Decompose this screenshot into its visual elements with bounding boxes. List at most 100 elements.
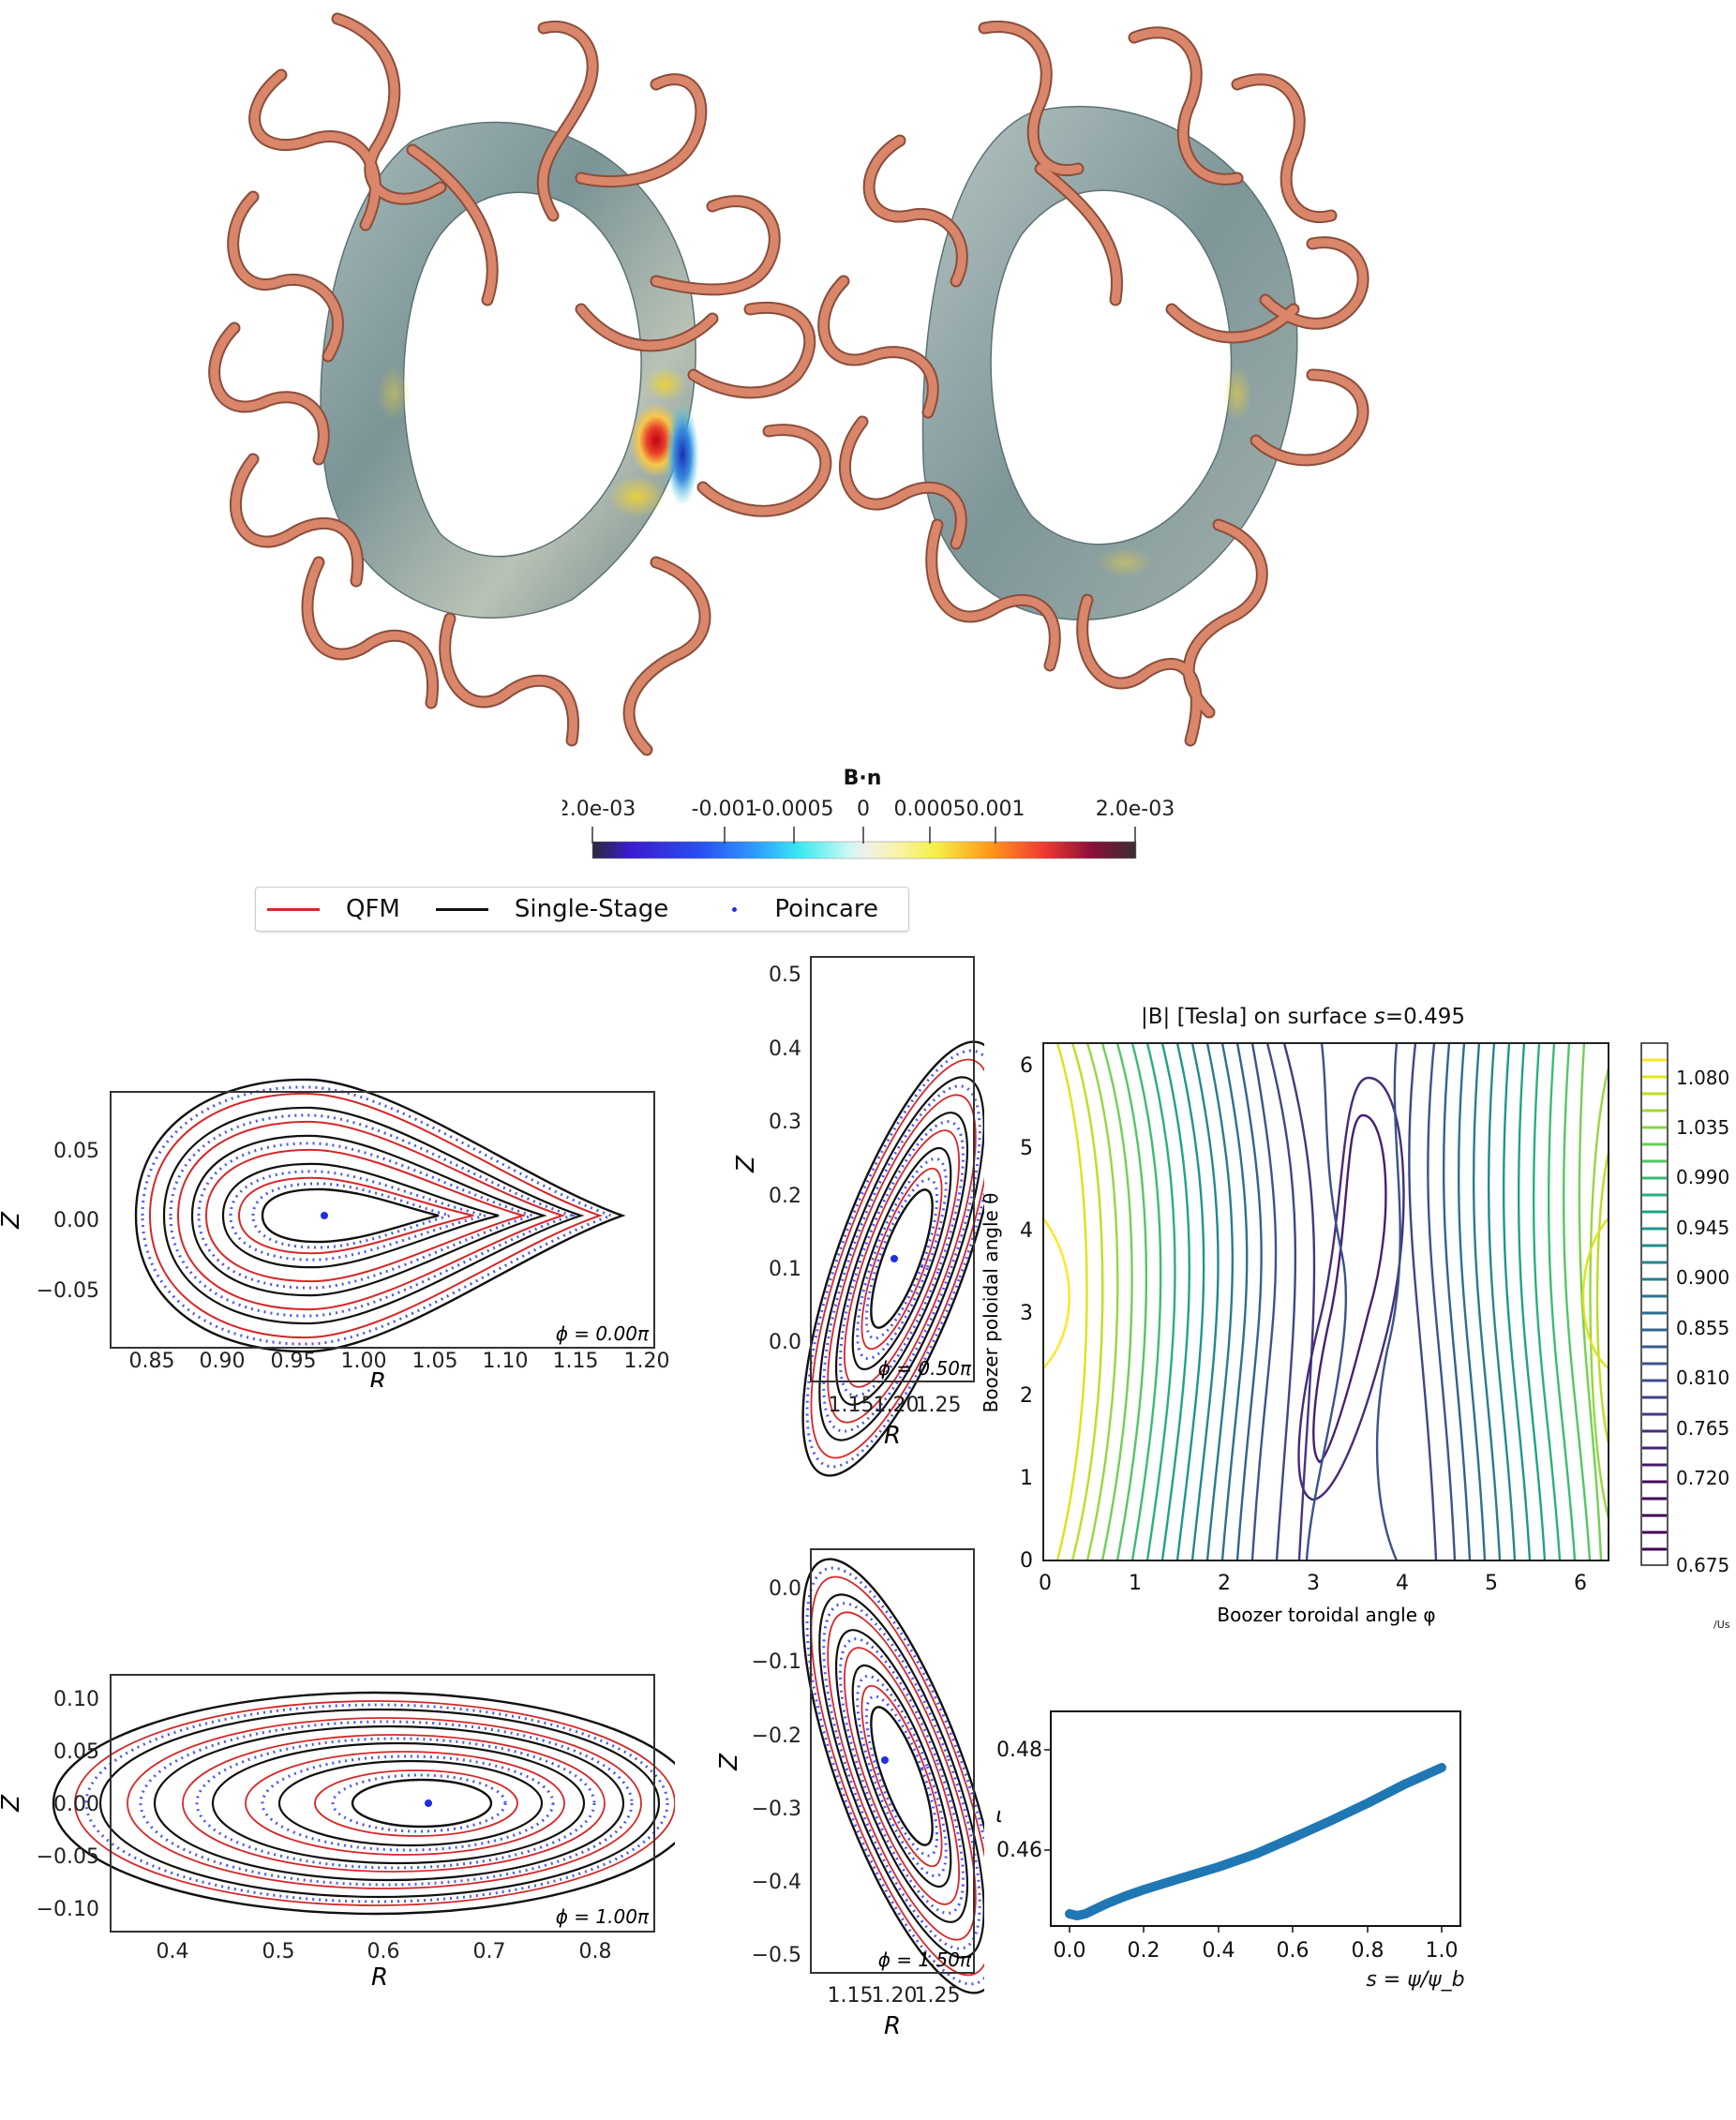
x-axis-label: Boozer toroidal angle φ [1217, 1604, 1435, 1626]
colorbar-tick-label: 0.765 [1676, 1417, 1729, 1440]
contour-lines [1043, 1043, 1609, 1560]
stellarator-3d-render [208, 12, 1369, 756]
x-tick-label: 0.2 [1128, 1939, 1160, 1963]
iota-curve [1065, 1763, 1446, 1920]
colorbar-tick-label: 0.720 [1676, 1467, 1729, 1489]
bn-tick-label: 0 [857, 798, 870, 821]
phi-annotation: ϕ = 0.00π [556, 1322, 650, 1345]
x-tick-label: 2 [1218, 1572, 1231, 1595]
magnetic-axis-point [890, 1255, 898, 1262]
y-tick-label: −0.2 [752, 1724, 801, 1748]
flux-surfaces [134, 1078, 626, 1353]
y-tick-label: 0.05 [53, 1140, 99, 1163]
bn-tick-label: 0.0005 [894, 798, 966, 821]
x-tick-label: 1.00 [341, 1350, 387, 1373]
right-view [817, 21, 1369, 747]
x-tick-label: 1.10 [483, 1350, 529, 1373]
colorbar-tick-label: 0.990 [1676, 1166, 1729, 1188]
y-tick-label: 0.4 [769, 1038, 801, 1061]
colorbar-tick-label: 0.675 [1676, 1554, 1729, 1576]
coils [817, 21, 1369, 747]
bn-tick-label: -2.0e-03 [562, 798, 636, 821]
x-axis-label: R [884, 2012, 901, 2040]
x-tick-label: 1.20 [624, 1350, 670, 1373]
y-tick-label: 0.0 [769, 1577, 801, 1601]
x-tick-label: 1.15 [829, 1394, 875, 1417]
y-tick-label: 0 [1020, 1549, 1033, 1573]
colorbar-tick-label: 0.855 [1676, 1317, 1729, 1339]
poincare-dot-swatch [732, 906, 738, 912]
y-tick-label: −0.5 [752, 1944, 801, 1967]
x-tick-label: 0.6 [1277, 1939, 1309, 1963]
x-tick-label: 0 [1039, 1572, 1052, 1595]
single-stage-line-swatch [435, 907, 488, 911]
axes-frame [810, 956, 975, 1382]
bn-tick-label: 0.001 [966, 798, 1025, 821]
y-axis-label: Boozer poloidal angle θ [980, 1193, 1002, 1413]
y-axis-label: Z [0, 1211, 25, 1230]
coils [208, 12, 832, 756]
bn-colorbar-title: B·n [843, 767, 882, 790]
x-tick-label: 1.0 [1426, 1939, 1459, 1963]
x-axis-label: R [884, 1422, 901, 1450]
y-tick-label: 4 [1020, 1219, 1033, 1243]
y-axis-label: Z [732, 1155, 760, 1173]
x-tick-label: 0.5 [262, 1940, 295, 1963]
x-tick-label: 3 [1307, 1572, 1320, 1595]
y-tick-label: −0.05 [37, 1279, 99, 1303]
phi-annotation: ϕ = 0.50π [878, 1357, 972, 1380]
bn-tick-label: 2.0e-03 [1096, 798, 1175, 821]
x-tick-label: 0.85 [129, 1350, 175, 1373]
y-tick-label: 0.0 [769, 1331, 801, 1354]
y-tick-label: 0.5 [769, 963, 801, 987]
plasma-surface [320, 121, 699, 619]
x-tick-label: 0.8 [1352, 1939, 1384, 1963]
y-tick-label: 1 [1020, 1467, 1033, 1490]
y-axis-label: ι [995, 1804, 1002, 1828]
plot-legend: QFM Single-Stage Poincare [255, 887, 909, 932]
poincare-plot-phi-0: 0.05 0.00 −0.05 0.85 0.90 0.95 1.00 1.05… [0, 1078, 670, 1387]
y-tick-label: 0.00 [53, 1209, 99, 1232]
y-tick-label: 0.46 [996, 1839, 1042, 1862]
legend-label: QFM [346, 895, 400, 923]
axes-frame [110, 1091, 655, 1349]
y-axis-label: Z [715, 1753, 743, 1771]
title-var: s [1373, 1005, 1385, 1029]
x-tick-label: 0.90 [200, 1350, 246, 1373]
x-tick-label: 0.7 [473, 1940, 506, 1963]
y-tick-label: −0.10 [37, 1898, 99, 1921]
y-tick-label: −0.05 [37, 1845, 99, 1869]
legend-item-single-stage: Single-Stage [435, 895, 668, 923]
x-tick-label: 4 [1396, 1572, 1409, 1595]
stray-label: /Us [1714, 1619, 1730, 1631]
flux-surfaces [801, 1558, 984, 1994]
x-axis-label: R [371, 1963, 388, 1987]
magnetic-axis-point [881, 1756, 889, 1764]
y-tick-label: 0.48 [996, 1739, 1042, 1762]
y-tick-label: 6 [1020, 1054, 1033, 1078]
poincare-plot-phi-0.5: 0.5 0.4 0.3 0.2 0.1 0.0 1.15 1.20 1.25 R… [732, 956, 984, 1477]
x-tick-label: 1.25 [915, 1984, 961, 2008]
iota-profile-plot: 0.48 0.46 0.0 0.2 0.4 0.6 0.8 1.0 ι [995, 1710, 1461, 1963]
magnetic-axis-point [321, 1212, 328, 1219]
x-tick-label: 5 [1485, 1572, 1498, 1595]
y-tick-label: 2 [1020, 1384, 1033, 1408]
y-tick-label: −0.3 [752, 1798, 801, 1821]
flux-surfaces [801, 1040, 984, 1477]
phi-annotation: ϕ = 1.50π [878, 1948, 972, 1971]
y-tick-label: 5 [1020, 1137, 1033, 1160]
y-tick-label: 0.2 [769, 1185, 801, 1208]
y-tick-label: 0.05 [53, 1740, 99, 1764]
y-tick-label: 0.00 [53, 1793, 99, 1816]
axes-frame [1050, 1710, 1461, 1927]
x-tick-label: 1.20 [872, 1984, 918, 2008]
legend-item-poincare: Poincare [704, 895, 878, 923]
x-tick-label: 1.15 [828, 1984, 874, 2008]
y-tick-label: 3 [1020, 1302, 1033, 1325]
colorbar-tick-label: 1.080 [1676, 1067, 1729, 1089]
poincare-plot-phi-1: 0.10 0.05 0.00 −0.05 −0.10 0.4 0.5 0.6 0… [0, 1674, 675, 1987]
x-tick-label: 0.8 [579, 1940, 612, 1963]
axes-frame [810, 1548, 975, 1974]
x-axis-label: R [369, 1368, 386, 1387]
left-view [208, 12, 832, 756]
